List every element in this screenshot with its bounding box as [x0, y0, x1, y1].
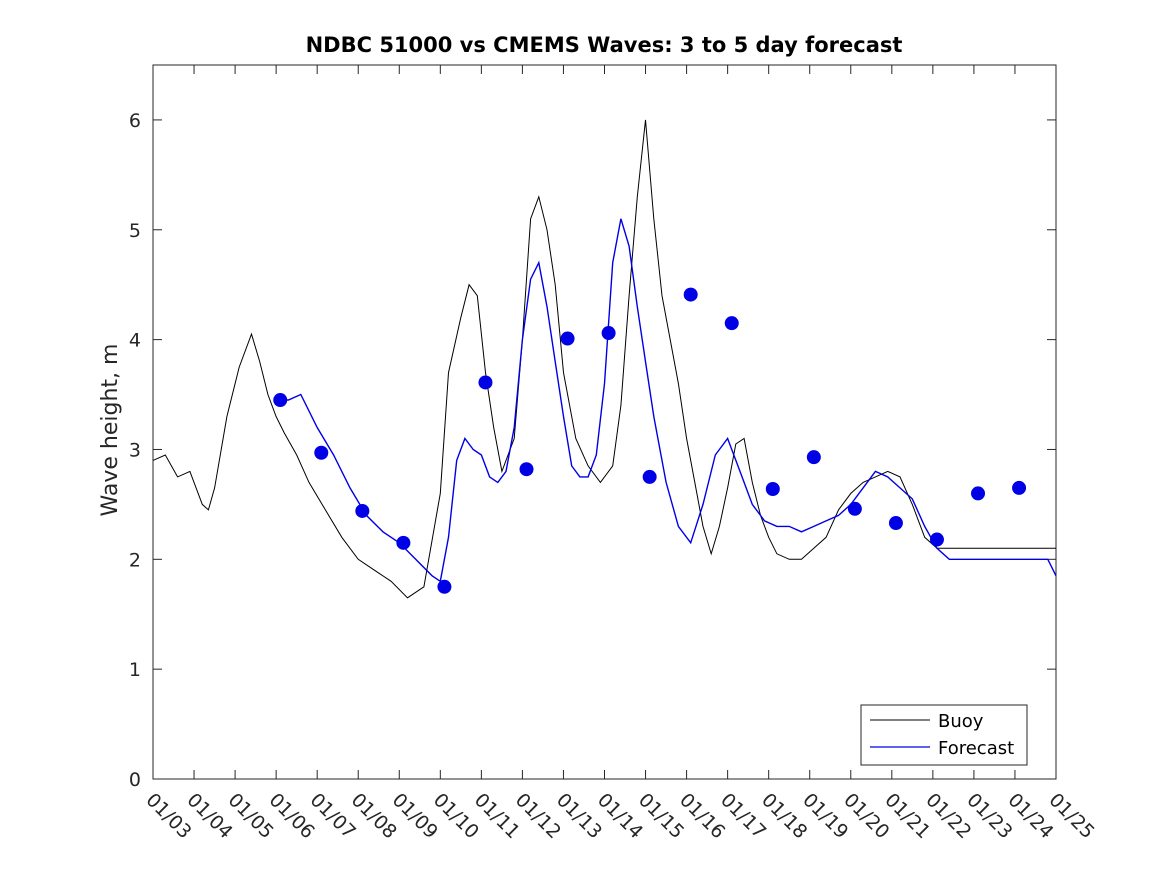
x-tick-label: 01/10	[429, 789, 483, 843]
x-tick-label: 01/04	[183, 789, 237, 843]
x-tick-label: 01/25	[1044, 789, 1098, 843]
forecast-point	[437, 579, 452, 594]
y-tick-label: 5	[129, 220, 141, 242]
y-tick-label: 0	[129, 769, 141, 791]
x-tick-label: 01/16	[675, 789, 729, 843]
x-tick-label: 01/03	[141, 789, 195, 843]
y-tick-label: 1	[129, 659, 141, 681]
plot-area	[152, 64, 1057, 780]
forecast-point	[601, 326, 616, 341]
forecast-point	[888, 516, 903, 531]
series-forecast-line	[276, 218, 1057, 583]
x-tick-label: 01/06	[265, 789, 319, 843]
legend-label-buoy: Buoy	[938, 711, 984, 732]
forecast-point	[1012, 480, 1027, 495]
forecast-point	[765, 482, 780, 497]
forecast-point	[396, 535, 411, 550]
x-tick-label: 01/13	[552, 789, 606, 843]
forecast-point	[929, 532, 944, 547]
forecast-point	[847, 501, 862, 516]
x-tick-label: 01/20	[839, 789, 893, 843]
y-tick-label: 3	[129, 439, 141, 461]
y-axis-label: Wave height, m	[98, 344, 123, 517]
forecast-point	[642, 469, 657, 484]
forecast-point	[560, 331, 575, 346]
x-tick-label: 01/12	[511, 789, 565, 843]
forecast-point	[355, 503, 370, 518]
x-tick-label: 01/22	[921, 789, 975, 843]
x-tick-label: 01/19	[798, 789, 852, 843]
forecast-point	[724, 316, 739, 331]
x-tick-label: 01/17	[716, 789, 770, 843]
legend-label-forecast: Forecast	[938, 738, 1014, 759]
series-buoy-line	[152, 119, 1056, 599]
x-tick-label: 01/05	[224, 789, 278, 843]
x-tick-label: 01/24	[1003, 789, 1057, 843]
forecast-point	[273, 393, 288, 408]
x-tick-label: 01/23	[962, 789, 1016, 843]
forecast-point	[519, 462, 534, 477]
x-tick-label: 01/08	[347, 789, 401, 843]
x-tick-label: 01/21	[880, 789, 934, 843]
x-tick-label: 01/07	[306, 789, 360, 843]
forecast-point	[971, 486, 986, 501]
y-tick-label: 2	[129, 549, 141, 571]
x-tick-label: 01/14	[593, 789, 647, 843]
legend: Buoy Forecast	[860, 704, 1028, 766]
legend-box	[860, 704, 1028, 766]
chart-title: NDBC 51000 vs CMEMS Waves: 3 to 5 day fo…	[306, 33, 903, 57]
x-tick-label: 01/18	[757, 789, 811, 843]
y-tick-label: 4	[129, 330, 141, 352]
forecast-point	[806, 450, 821, 465]
x-tick-label: 01/15	[634, 789, 688, 843]
forecast-point	[478, 375, 493, 390]
x-tick-label: 01/11	[470, 789, 524, 843]
x-tick-label: 01/09	[388, 789, 442, 843]
forecast-point	[683, 287, 698, 302]
y-tick-label: 6	[129, 110, 141, 132]
forecast-point	[314, 445, 329, 460]
